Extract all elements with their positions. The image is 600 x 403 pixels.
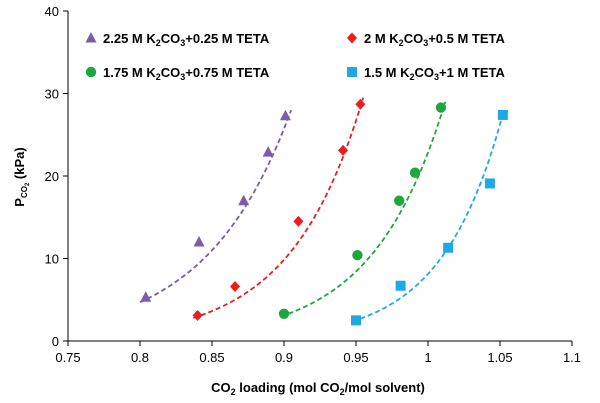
data-point-series-2 xyxy=(338,144,349,156)
legend-label-series-1: 2.25 M K2CO3+0.25 M TETA xyxy=(103,31,270,48)
fit-curve-series-2 xyxy=(192,97,365,319)
x-tick-label: 1.1 xyxy=(563,350,581,365)
data-point-series-3 xyxy=(352,250,363,261)
legend-marker-series-1 xyxy=(85,32,97,43)
data-point-series-4 xyxy=(395,280,406,291)
legend-label-series-3: 1.75 M K2CO3+0.75 M TETA xyxy=(103,65,270,82)
data-point-series-3 xyxy=(394,195,405,206)
x-tick-label: 1 xyxy=(424,350,431,365)
legend-marker-series-4 xyxy=(347,67,357,77)
data-point-series-3 xyxy=(409,167,421,178)
legend-label-series-4: 1.5 M K2CO3+1 M TETA xyxy=(364,65,506,82)
y-tick-label: 20 xyxy=(45,169,59,184)
fit-curve-series-1 xyxy=(139,109,293,304)
data-point-series-1 xyxy=(140,291,152,302)
data-point-series-4 xyxy=(443,242,454,253)
x-tick-label: 0.85 xyxy=(199,350,224,365)
legend: 2.25 M K2CO3+0.25 M TETA 2 M K2CO3+0.5 M … xyxy=(85,31,506,82)
y-tick-label: 30 xyxy=(45,87,59,102)
x-axis-title: CO2 loading (mol CO2/mol solvent) xyxy=(211,380,425,397)
x-tick-label: 0.95 xyxy=(343,350,368,365)
y-axis-title: PCO2 (kPa) xyxy=(12,147,31,206)
legend-marker-series-2 xyxy=(347,32,357,44)
data-markers xyxy=(140,98,508,326)
legend-label-series-2: 2 M K2CO3+0.5 M TETA xyxy=(364,31,506,48)
data-point-series-1 xyxy=(238,194,250,206)
data-point-series-1 xyxy=(262,146,274,157)
data-point-series-2 xyxy=(230,281,241,293)
y-axis-ticks: 0 10 20 30 40 xyxy=(45,4,68,349)
data-point-series-4 xyxy=(497,109,508,120)
data-point-series-2 xyxy=(293,215,304,227)
x-tick-label: 0.8 xyxy=(131,350,149,365)
x-tick-label: 1.05 xyxy=(487,350,512,365)
data-point-series-2 xyxy=(192,309,203,321)
data-point-series-1 xyxy=(279,109,291,121)
x-tick-label: 0.9 xyxy=(275,350,293,365)
x-axis-ticks: 0.75 0.8 0.85 0.9 0.95 1 1.05 1.1 xyxy=(55,341,581,365)
y-tick-label: 0 xyxy=(52,334,59,349)
data-point-series-1 xyxy=(193,236,205,247)
data-point-series-3 xyxy=(435,102,447,113)
fit-curve-series-4 xyxy=(360,113,504,320)
data-point-series-3 xyxy=(278,308,290,319)
data-point-series-2 xyxy=(355,98,366,110)
plot-area xyxy=(67,11,572,342)
legend-marker-series-3 xyxy=(85,66,97,78)
fit-curves xyxy=(139,97,504,320)
y-tick-label: 10 xyxy=(45,252,59,267)
data-point-series-4 xyxy=(484,178,495,189)
y-tick-label: 40 xyxy=(45,4,59,19)
fit-curve-series-3 xyxy=(287,101,447,315)
x-tick-label: 0.75 xyxy=(55,350,80,365)
data-point-series-4 xyxy=(351,315,361,326)
